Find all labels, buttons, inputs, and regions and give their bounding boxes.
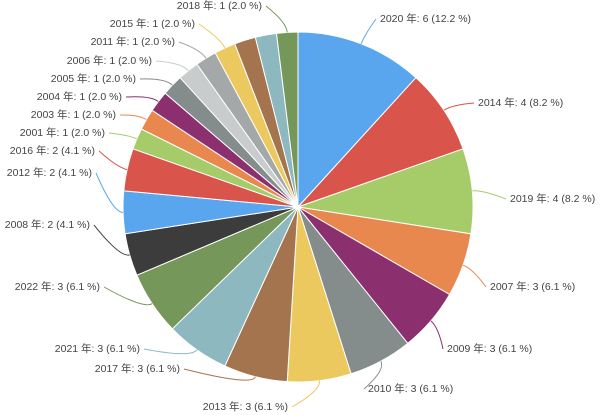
slice-label-2012: 2012 年: 2 (4.1 %) [7, 166, 92, 179]
slice-label-2021: 2021 年: 3 (6.1 %) [55, 342, 140, 355]
slice-label-2019: 2019 年: 4 (8.2 %) [510, 192, 595, 205]
slice-label-2011: 2011 年: 1 (2.0 %) [91, 35, 175, 48]
leader-line-2008 [93, 224, 130, 256]
leader-line-2001 [108, 132, 137, 140]
slice-label-2018: 2018 年: 1 (2.0 %) [177, 0, 262, 12]
slice-label-2006: 2006 年: 1 (2.0 %) [67, 54, 152, 67]
leader-line-2006 [155, 60, 189, 72]
slices-layer [122, 31, 474, 383]
slice-label-2010: 2010 年: 3 (6.1 %) [368, 382, 453, 395]
slice-label-2007: 2007 年: 3 (6.1 %) [490, 280, 575, 293]
leader-line-2007 [462, 264, 487, 288]
slice-label-2008: 2008 年: 2 (4.1 %) [5, 218, 90, 231]
leader-line-2022 [103, 286, 153, 306]
slice-label-2016: 2016 年: 2 (4.1 %) [10, 144, 95, 157]
leader-line-2018 [265, 5, 288, 33]
leader-lines-layer [93, 5, 507, 408]
leader-line-2010 [363, 360, 383, 390]
leader-line-2012 [95, 172, 124, 213]
slice-label-2015: 2015 年: 1 (2.0 %) [110, 17, 195, 30]
pie-slice-2018[interactable] [275, 31, 299, 208]
slice-label-2001: 2001 年: 1 (2.0 %) [20, 126, 105, 139]
leader-line-2005 [139, 78, 173, 86]
slice-label-2013: 2013 年: 3 (6.1 %) [203, 400, 288, 413]
pie-slice-2020[interactable] [297, 31, 417, 209]
leader-line-2019 [472, 190, 507, 200]
slice-label-2004: 2004 年: 1 (2.0 %) [37, 90, 122, 103]
leader-line-2017 [183, 368, 256, 381]
slice-label-2009: 2009 年: 3 (6.1 %) [447, 342, 532, 355]
slice-label-2020: 2020 年: 6 (12.2 %) [380, 12, 471, 25]
labels-layer: 2020 年: 6 (12.2 %) 2014 年: 4 (8.2 %) 2019 … [5, 0, 595, 413]
leader-line-2021 [143, 348, 198, 355]
slice-label-2005: 2005 年: 1 (2.0 %) [51, 72, 136, 85]
leader-line-2020 [360, 18, 377, 44]
leader-line-2013 [291, 380, 321, 408]
leader-line-2014 [443, 102, 475, 111]
leader-line-2016 [98, 150, 128, 171]
leader-line-2015 [198, 23, 226, 49]
leader-line-2003 [119, 114, 147, 120]
slice-label-2022: 2022 年: 3 (6.1 %) [15, 280, 100, 293]
slice-label-2014: 2014 年: 4 (8.2 %) [478, 96, 563, 109]
leader-line-2004 [125, 96, 159, 102]
leader-line-2009 [430, 320, 444, 350]
slice-label-2017: 2017 年: 3 (6.1 %) [95, 362, 180, 375]
leader-line-2011 [178, 41, 207, 59]
slice-label-2003: 2003 年: 1 (2.0 %) [31, 108, 116, 121]
